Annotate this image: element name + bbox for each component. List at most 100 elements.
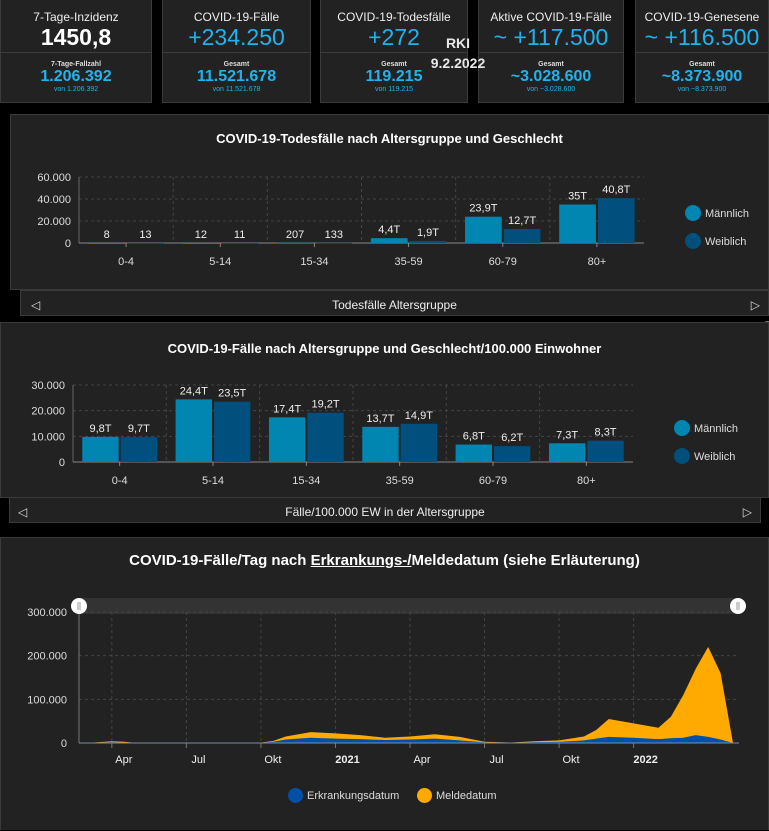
kpi-card-top: 7-Tage-Inzidenz 1450,8 [1,0,151,53]
bar[interactable] [175,399,212,462]
kpi-sub-label: Gesamt [381,61,407,68]
kpi-von-label: von 11.521.678 [212,86,261,93]
legend-label[interactable]: Männlich [705,208,749,220]
kpi-card-top: COVID-19-Fälle +234.250 [163,0,310,53]
data-label: 207 [286,229,304,241]
data-label: 13,7T [366,413,394,425]
x-tick-label: 15-34 [300,256,328,268]
kpi-total-value: 1.206.392 [40,68,112,85]
x-tick-label: 80+ [577,475,596,487]
timeline-area-chart: 0 100.000 200.000 300.000 Apr Jul Okt 2021 Apr Ju… [27,598,746,766]
bar[interactable] [315,242,353,244]
x-tick-label: 2022 [633,754,657,766]
kpi-title: Aktive COVID-19-Fälle [490,10,612,24]
erkrankung-link[interactable]: Erkrankungs-/ [310,552,412,569]
y-tick-label: 0 [61,738,67,750]
bar[interactable] [548,443,586,462]
x-tick-label: Okt [264,754,281,766]
kpi-card-top: COVID-19-Genesene ~ +116.500 [636,0,768,53]
x-tick-label: Apr [115,754,132,766]
bar[interactable] [587,440,624,462]
bar[interactable] [182,242,220,244]
source-label: RKI [445,35,471,51]
data-label: 9,8T [89,423,111,435]
bar[interactable] [221,242,258,244]
legend-label[interactable]: Weiblich [694,451,735,463]
bar[interactable] [409,240,447,243]
bar[interactable] [465,216,502,243]
bar[interactable] [88,242,126,244]
y-tick-label: 300.000 [27,607,67,619]
bar[interactable] [82,436,119,462]
kpi-sub-label: Gesamt [538,61,564,68]
data-label: 4,4T [378,224,400,236]
kpi-card-bottom: Gesamt ~3.028.600 von ~3.028.600 [479,53,623,93]
chart-title: COVID-19-Todesfälle nach Altersgruppe un… [216,131,563,146]
x-tick-label: Jul [191,754,205,766]
data-label: 23,9T [469,203,497,215]
kpi-total-value: ~3.028.600 [510,68,592,85]
bar[interactable] [400,423,438,462]
kpi-title: COVID-19-Fälle [193,10,280,24]
legend-dot-icon[interactable] [674,448,690,464]
prev-arrow-icon[interactable]: ◁ [31,298,41,312]
bar[interactable] [362,426,399,462]
kpi-card[interactable]: COVID-19-Todesfälle +272 Gesamt 119.215 … [320,0,468,103]
bar[interactable] [597,198,635,243]
kpi-sub-label: Gesamt [223,61,250,68]
data-label: 6,8T [463,431,485,443]
data-label: 17,4T [273,403,301,415]
legend-dot-icon [288,788,303,803]
kpi-card-bottom: Gesamt ~8.373.900 von ~8.373.900 [636,53,768,93]
cases-chart-footer: ◁ Fälle/100.000 EW in der Altersgruppe ▷ [9,497,761,523]
kpi-card[interactable]: COVID-19-Genesene ~ +116.500 Gesamt ~8.3… [635,0,769,103]
range-handle-start[interactable] [71,598,87,614]
y-tick-label: 10.000 [31,431,65,443]
legend-label[interactable]: Männlich [694,423,738,435]
kpi-card[interactable]: 7-Tage-Inzidenz 1450,8 7-Tage-Fallzahl 1… [0,0,152,103]
bar[interactable] [307,412,344,462]
kpi-title: 7-Tage-Inzidenz [33,10,119,24]
legend-erkrankungsdatum[interactable]: Erkrankungsdatum [288,788,399,803]
range-slider-track[interactable] [79,598,739,614]
data-label: 14,9T [405,410,433,422]
next-arrow-icon[interactable]: ▷ [750,298,760,312]
bar[interactable] [268,417,306,462]
bar[interactable] [127,242,164,244]
data-label: 24,4T [180,385,208,397]
kpi-daily-value: +234.250 [188,24,285,50]
next-arrow-icon[interactable]: ▷ [742,505,752,519]
legend-meldedatum[interactable]: Meldedatum [417,788,497,803]
bar[interactable] [494,446,531,462]
y-tick-label: 0 [59,457,65,469]
range-handle-end[interactable] [730,598,746,614]
bar[interactable] [214,401,251,462]
bar[interactable] [276,242,314,244]
bar[interactable] [370,238,408,243]
kpi-card[interactable]: COVID-19-Fälle +234.250 Gesamt 11.521.67… [162,0,311,103]
legend-dot-icon[interactable] [685,233,701,249]
legend-label[interactable]: Weiblich [705,236,746,248]
data-label: 35T [568,191,587,203]
prev-arrow-icon[interactable]: ◁ [18,505,28,519]
data-label: 7,3T [556,429,578,441]
legend-dot-icon[interactable] [674,420,690,436]
bar[interactable] [559,204,596,244]
kpi-daily-value: ~ +116.500 [644,24,760,50]
bar[interactable] [455,444,492,462]
data-label: 8,3T [595,427,617,439]
bar[interactable] [120,437,158,462]
kpi-card[interactable]: Aktive COVID-19-Fälle ~ +117.500 Gesamt … [478,0,624,103]
x-tick-label: 0-4 [112,475,128,487]
kpi-von-label: von ~3.028.600 [526,86,576,93]
y-tick-label: 40.000 [37,194,71,206]
legend-dot-icon[interactable] [685,205,701,221]
data-label: 6,2T [501,432,523,444]
kpi-card-top: COVID-19-Todesfälle +272 [321,0,467,53]
area-series-erkrankungsdatum [87,735,733,743]
x-tick-label: Apr [413,754,430,766]
y-tick-label: 200.000 [27,651,67,663]
kpi-card-top: Aktive COVID-19-Fälle ~ +117.500 [479,0,623,53]
data-label: 11 [234,229,245,241]
bar[interactable] [503,229,541,243]
